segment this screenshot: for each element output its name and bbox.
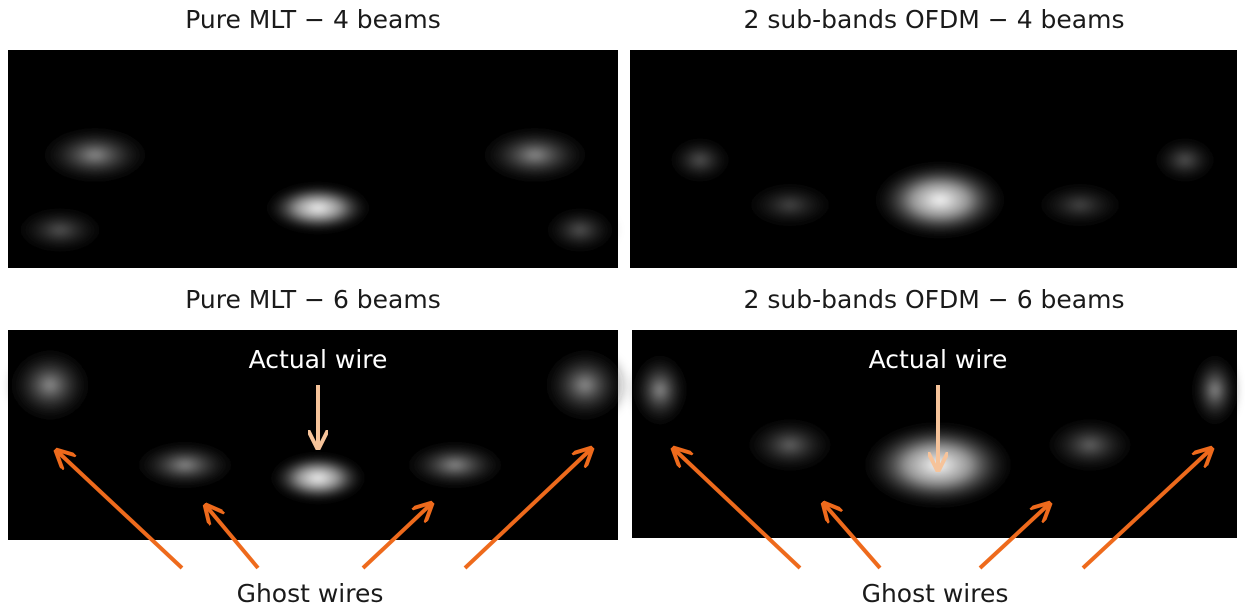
panel-title: Pure MLT − 4 beams xyxy=(185,5,441,34)
panel-title: Pure MLT − 6 beams xyxy=(185,285,441,314)
panel-title: 2 sub-bands OFDM − 6 beams xyxy=(743,285,1124,314)
image-panel xyxy=(8,50,620,268)
panel-title: 2 sub-bands OFDM − 4 beams xyxy=(743,5,1124,34)
figure: Pure MLT − 4 beams 2 sub-bands OFDM − 4 … xyxy=(0,0,1245,614)
caption: Ghost wires xyxy=(862,579,1009,608)
caption: Ghost wires xyxy=(237,579,384,608)
annotation: Actual wire xyxy=(249,345,388,374)
image-panel xyxy=(630,50,1237,268)
annotation: Actual wire xyxy=(869,345,1008,374)
